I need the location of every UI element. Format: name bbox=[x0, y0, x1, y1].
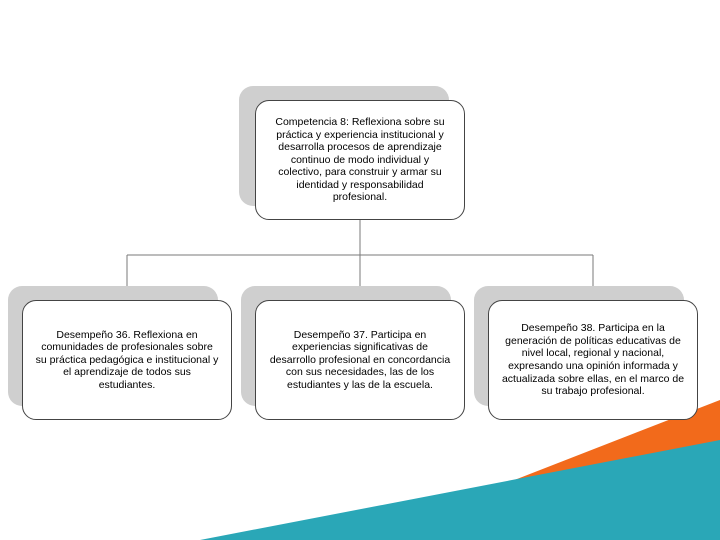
child-node-1: Desempeño 36. Reflexiona en comunidades … bbox=[22, 300, 232, 420]
child-node-1-text: Desempeño 36. Reflexiona en comunidades … bbox=[35, 329, 219, 392]
child-node-1-box: Desempeño 36. Reflexiona en comunidades … bbox=[22, 300, 232, 420]
child-node-2-box: Desempeño 37. Participa en experiencias … bbox=[255, 300, 465, 420]
child-node-2-text: Desempeño 37. Participa en experiencias … bbox=[268, 329, 452, 392]
child-node-3: Desempeño 38. Participa en la generación… bbox=[488, 300, 698, 420]
diagram-canvas: Competencia 8: Reflexiona sobre su práct… bbox=[0, 0, 720, 540]
child-node-2: Desempeño 37. Participa en experiencias … bbox=[255, 300, 465, 420]
child-node-3-text: Desempeño 38. Participa en la generación… bbox=[501, 322, 685, 398]
connector-lines bbox=[127, 220, 593, 286]
root-node-text: Competencia 8: Reflexiona sobre su práct… bbox=[268, 116, 452, 204]
child-node-3-box: Desempeño 38. Participa en la generación… bbox=[488, 300, 698, 420]
root-node-box: Competencia 8: Reflexiona sobre su práct… bbox=[255, 100, 465, 220]
root-node: Competencia 8: Reflexiona sobre su práct… bbox=[255, 100, 465, 220]
connectors bbox=[0, 0, 720, 540]
